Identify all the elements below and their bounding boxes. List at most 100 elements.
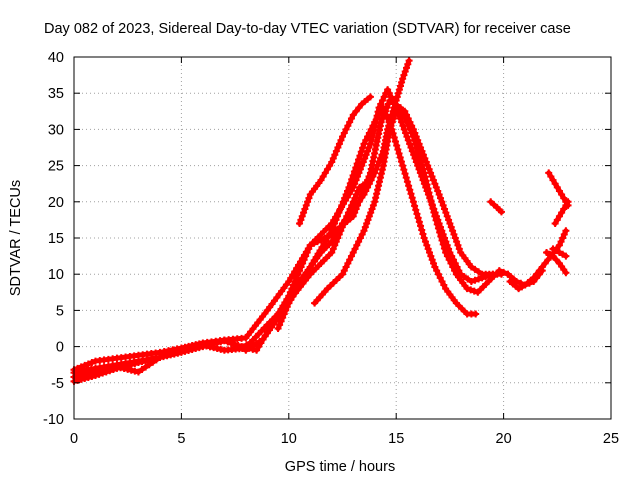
data-point	[336, 205, 344, 213]
data-point	[224, 338, 232, 346]
data-point	[422, 158, 430, 166]
data-point	[427, 169, 435, 177]
data-point	[170, 349, 178, 357]
data-point	[134, 368, 142, 376]
data-point	[401, 107, 409, 115]
data-point	[414, 214, 422, 222]
data-point	[138, 366, 146, 374]
data-point	[238, 345, 246, 353]
data-point	[351, 245, 359, 253]
data-point	[282, 306, 290, 314]
data-point	[443, 252, 451, 260]
x-tick-label: 5	[177, 431, 185, 447]
series-track-5	[296, 93, 374, 228]
data-point	[364, 216, 372, 224]
data-point	[385, 89, 393, 97]
data-point	[88, 359, 96, 367]
data-point	[342, 125, 350, 133]
data-point	[359, 158, 367, 166]
data-point	[349, 111, 357, 119]
data-point	[335, 140, 343, 148]
data-point	[99, 369, 107, 377]
data-point	[560, 194, 568, 202]
data-point	[408, 147, 416, 155]
data-point	[467, 277, 475, 285]
data-point	[395, 150, 403, 158]
data-point	[400, 71, 408, 79]
data-point	[562, 252, 570, 260]
x-tick-label: 10	[281, 431, 297, 447]
data-point	[317, 176, 325, 184]
data-point	[431, 180, 439, 188]
data-point	[417, 144, 425, 151]
data-point	[356, 152, 364, 160]
data-point	[390, 104, 398, 112]
data-point	[431, 212, 439, 220]
data-point	[467, 286, 475, 294]
data-point	[549, 176, 557, 184]
data-point	[296, 267, 304, 275]
data-point	[333, 212, 341, 220]
data-point	[438, 277, 446, 285]
data-point	[530, 277, 538, 285]
data-point	[228, 339, 236, 347]
data-point	[386, 125, 394, 133]
data-point	[437, 194, 445, 202]
data-point	[553, 216, 561, 224]
data-point	[425, 165, 433, 173]
y-tick-label: -5	[51, 376, 64, 392]
data-point	[330, 234, 338, 242]
data-point	[334, 227, 342, 235]
data-point	[467, 263, 475, 271]
data-point	[399, 75, 407, 83]
data-point	[434, 224, 442, 232]
series-track-7	[311, 107, 505, 307]
data-point	[344, 122, 352, 130]
data-point	[329, 245, 337, 253]
data-point	[420, 234, 428, 242]
y-tick-label: 20	[48, 195, 64, 211]
y-axis-label: SDTVAR / TECUs	[8, 180, 24, 296]
data-point	[344, 187, 352, 195]
data-point	[355, 238, 363, 246]
data-point	[294, 270, 302, 278]
data-point	[384, 100, 392, 108]
data-point	[380, 93, 388, 101]
data-point	[415, 218, 423, 226]
series-track-12	[549, 245, 570, 260]
series-track-10	[506, 267, 546, 293]
data-point	[368, 205, 376, 213]
data-point	[340, 267, 348, 275]
data-point	[447, 223, 455, 231]
data-point	[423, 241, 431, 249]
data-point	[367, 176, 375, 184]
data-point	[350, 168, 358, 176]
data-point	[359, 144, 367, 152]
chart-title: Day 082 of 2023, Sidereal Day-to-day VTE…	[44, 21, 571, 37]
data-point	[371, 169, 379, 177]
data-point	[294, 281, 302, 289]
data-point	[439, 201, 447, 209]
data-point	[438, 236, 446, 244]
data-point	[369, 172, 377, 180]
data-point	[391, 137, 399, 145]
data-point	[332, 216, 340, 224]
data-point	[339, 198, 347, 206]
data-point	[279, 314, 287, 322]
data-point	[235, 343, 243, 351]
data-point	[557, 238, 565, 246]
data-point	[431, 263, 439, 271]
data-point	[405, 57, 413, 65]
data-point	[417, 222, 425, 230]
data-point	[453, 238, 461, 246]
data-point	[319, 172, 327, 180]
data-point	[443, 212, 451, 220]
data-point	[299, 259, 307, 267]
data-point	[381, 107, 389, 115]
data-point	[549, 252, 557, 260]
data-point	[436, 274, 444, 282]
data-point	[355, 156, 363, 164]
data-point	[395, 86, 403, 94]
data-point	[356, 183, 364, 191]
data-point	[424, 162, 432, 170]
